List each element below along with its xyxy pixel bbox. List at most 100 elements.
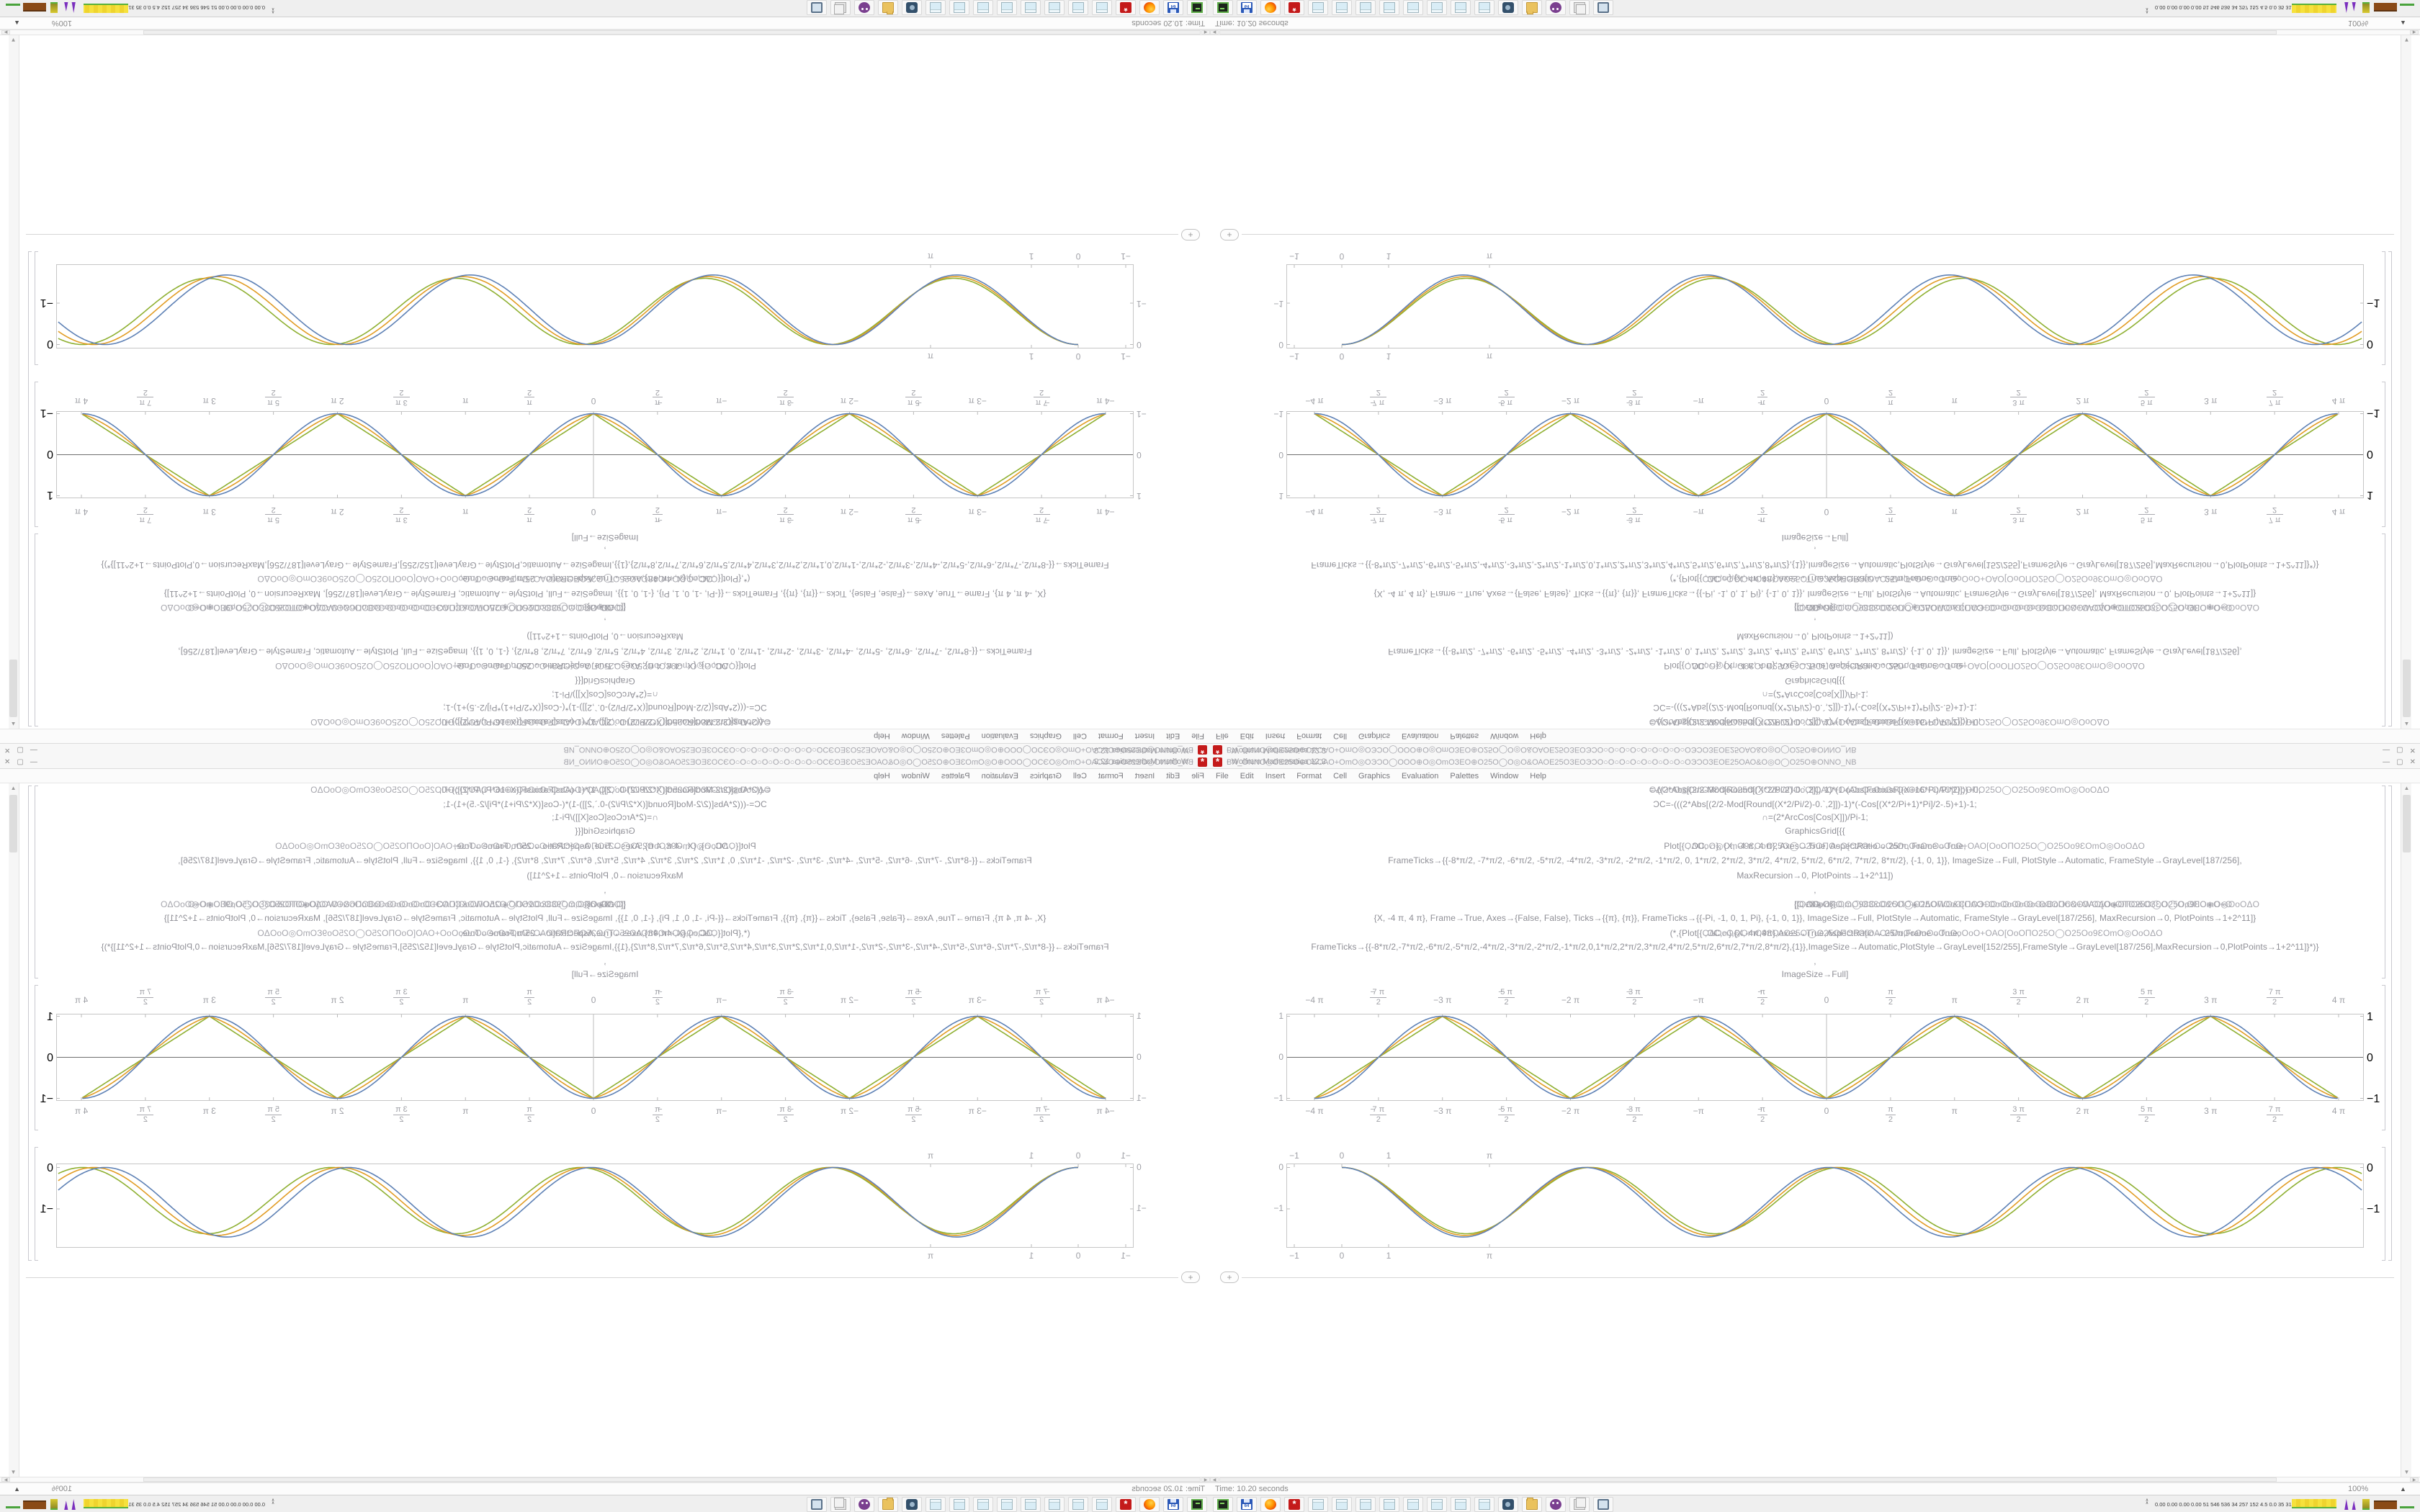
taskbar-button[interactable] (1379, 1496, 1399, 1512)
code-line[interactable]: ƆC=-(((2*Abs[(2/2-Mod[Round[(X*2/Pi/2)-0… (1653, 799, 1977, 809)
scroll-left-icon[interactable]: ◀ (1210, 30, 1219, 35)
taskbar-button[interactable] (1569, 1496, 1590, 1512)
taskbar-button[interactable] (830, 1496, 851, 1512)
taskbar-button[interactable] (1213, 1496, 1233, 1512)
taskbar-button[interactable] (1355, 0, 1376, 16)
taskbar-button[interactable] (926, 1496, 946, 1512)
code-line[interactable]: GraphicsGrid[{{ (1785, 826, 1845, 836)
scroll-down-icon[interactable]: ▼ (10, 37, 17, 43)
taskbar-button[interactable] (1021, 1496, 1041, 1512)
scroll-down-icon[interactable]: ▼ (2403, 37, 2410, 43)
menu-item-format[interactable]: Format (1296, 772, 1322, 780)
scroll-down-icon[interactable]: ▼ (10, 1469, 17, 1475)
code-line[interactable]: , (1814, 956, 1816, 966)
scroll-right-icon[interactable]: ▶ (2410, 30, 2419, 35)
scroll-right-icon[interactable]: ▶ (1, 30, 10, 35)
cell-bracket-input[interactable] (2382, 786, 2385, 978)
taskbar-button[interactable] (1187, 1496, 1207, 1512)
cell-bracket-output1[interactable] (2382, 985, 2385, 1130)
sysmon-expander-icon[interactable]: ∧ ∧ (2145, 1498, 2149, 1506)
code-line[interactable]: {X, -4 π, 4 π}, Frame→True, Axes→{False,… (1373, 913, 2257, 923)
menu-item-palettes[interactable]: Palettes (1450, 772, 1479, 780)
menu-item-edit[interactable]: Edit (1240, 772, 1254, 780)
scroll-right-icon[interactable]: ▶ (1, 1477, 10, 1482)
code-line[interactable]: ∩=(2*ArcCos[Cos[X]])/Pi-1; (1762, 812, 1868, 822)
scroll-right-icon[interactable]: ▶ (2410, 1477, 2419, 1482)
taskbar-button[interactable] (1427, 1496, 1447, 1512)
hscrollbar-thumb[interactable] (1219, 30, 2277, 35)
code-line[interactable]: ОΔОоО◎ОmО9ƐОоО25О◯О25ОΠОоО[ОАО+ОоОоОоОоО… (1649, 785, 2110, 795)
close-button[interactable]: ✕ (2409, 758, 2416, 766)
taskbar-button[interactable] (1187, 0, 1207, 16)
taskbar-button[interactable] (1427, 0, 1447, 16)
sysmon-expander-icon[interactable]: ∧ ∧ (2145, 6, 2149, 14)
taskbar-button[interactable] (1569, 0, 1590, 16)
taskbar-button[interactable] (1474, 0, 1494, 16)
insert-cell-button[interactable]: + (1220, 1272, 1239, 1283)
code-line[interactable]: MaxRecursion→0, PlotPoints→1+2^11]) (1736, 870, 1894, 881)
horizontal-scrollbar[interactable]: ◀ ▶ (1210, 30, 2420, 35)
menu-item-evaluation[interactable]: Evaluation (1402, 772, 1439, 780)
taskbar-button[interactable] (1260, 1496, 1281, 1512)
taskbar-button[interactable] (1044, 1496, 1065, 1512)
hscrollbar-thumb[interactable] (143, 30, 1201, 35)
taskbar-button[interactable] (902, 1496, 922, 1512)
code-line[interactable]: Plot[{ОΔОоО◎ОmО9ƐОоО25О◯О25ОΠОоО[ОАО+ОоО… (1664, 841, 2145, 851)
taskbar-button[interactable] (1139, 1496, 1160, 1512)
taskbar-button[interactable] (1593, 1496, 1613, 1512)
taskbar-button[interactable] (973, 1496, 993, 1512)
taskbar-button[interactable] (1332, 0, 1352, 16)
vertical-scrollbar[interactable]: ▲ ▼ (2401, 35, 2411, 729)
scrollbar-thumb[interactable] (9, 795, 17, 852)
taskbar-button[interactable]: * (1116, 0, 1136, 16)
code-line[interactable]: (*,{Plot[{ОΔОоО◎ОmО9ƐОоО25О◯О25ОΠОоО[ОАО… (1670, 928, 2163, 938)
taskbar-button[interactable] (807, 0, 827, 16)
taskbar-button[interactable] (878, 1496, 898, 1512)
insert-cell-button[interactable]: + (1181, 1272, 1200, 1283)
taskbar-button[interactable]: 64 (1163, 1496, 1183, 1512)
taskbar-button[interactable] (1068, 1496, 1088, 1512)
taskbar-button[interactable]: 64 (1163, 0, 1183, 16)
minimize-button[interactable]: — (2383, 758, 2390, 766)
menu-item-graphics[interactable]: Graphics (1358, 772, 1391, 780)
horizontal-scrollbar[interactable]: ◀ ▶ (1210, 1477, 2420, 1482)
taskbar-button[interactable] (807, 1496, 827, 1512)
vertical-scrollbar[interactable]: ▲ ▼ (9, 783, 19, 1477)
taskbar-button[interactable] (854, 0, 874, 16)
sysmon-expander-icon[interactable]: ∧ ∧ (271, 6, 275, 14)
taskbar-button[interactable] (997, 0, 1017, 16)
taskbar-button[interactable] (1308, 1496, 1328, 1512)
scroll-up-icon[interactable]: ▲ (10, 721, 17, 727)
menu-item-window[interactable]: Window (1490, 772, 1519, 780)
taskbar-button[interactable] (1522, 1496, 1542, 1512)
insert-cell-button[interactable]: + (1220, 229, 1239, 240)
taskbar-button[interactable] (1451, 1496, 1471, 1512)
vertical-scrollbar[interactable]: ▲ ▼ (2401, 783, 2411, 1477)
menu-item-cell[interactable]: Cell (1333, 772, 1348, 780)
taskbar-button[interactable] (1546, 1496, 1566, 1512)
scroll-up-icon[interactable]: ▲ (2403, 785, 2410, 791)
horizontal-scrollbar[interactable]: ◀ ▶ (0, 30, 1210, 35)
taskbar-button[interactable] (1474, 1496, 1494, 1512)
scroll-up-icon[interactable]: ▲ (10, 785, 17, 791)
scroll-left-icon[interactable]: ◀ (1210, 1477, 1219, 1482)
taskbar-button[interactable] (1355, 1496, 1376, 1512)
taskbar-button[interactable] (878, 0, 898, 16)
magnification-value[interactable]: 100% (51, 19, 72, 27)
taskbar-button[interactable] (1332, 1496, 1352, 1512)
code-line[interactable]: {О+О◈ОΠО,О◯ОЗƐО&ОΠО◈ОΔОWО&СΠОЭϽО○О○О○О○О… (1794, 899, 2260, 909)
taskbar-button[interactable] (1068, 0, 1088, 16)
taskbar-button[interactable] (1498, 1496, 1518, 1512)
menu-item-file[interactable]: File (1216, 772, 1229, 780)
taskbar-button[interactable] (1213, 0, 1233, 16)
taskbar-button[interactable] (1021, 0, 1041, 16)
magnification-popup-icon[interactable]: ▲ (2400, 1485, 2406, 1493)
taskbar-button[interactable]: * (1284, 1496, 1304, 1512)
taskbar-button[interactable] (1403, 1496, 1423, 1512)
taskbar-button[interactable] (1044, 0, 1065, 16)
taskbar-button[interactable]: * (1284, 0, 1304, 16)
cell-bracket-group[interactable] (2388, 786, 2392, 1261)
taskbar-button[interactable] (1379, 0, 1399, 16)
magnification-value[interactable]: 100% (51, 1485, 72, 1493)
maximize-button[interactable]: ▢ (2396, 758, 2403, 766)
